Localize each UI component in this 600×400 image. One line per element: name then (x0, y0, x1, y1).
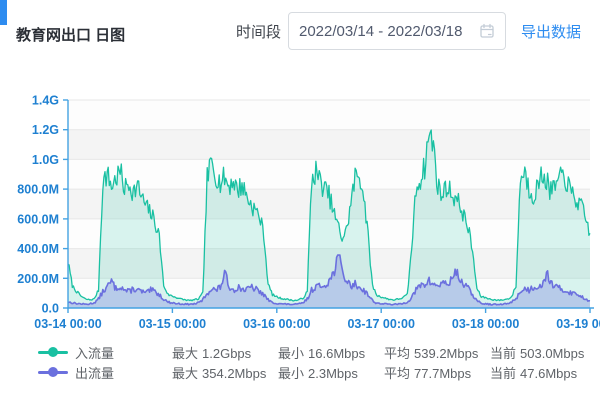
y-axis-label: 600.0M (17, 212, 59, 226)
x-axis-label: 03-17 00:00 (347, 317, 414, 331)
calendar-icon (479, 23, 495, 39)
outbound-current-stat: 当前 47.6Mbps (490, 365, 578, 381)
outbound-max-stat: 最大 354.2Mbps (172, 365, 267, 381)
inbound-series-name[interactable]: 入流量 (75, 345, 115, 361)
inbound-min-stat: 最小 16.6Mbps (278, 345, 366, 361)
inbound-avg-stat: 平均 539.2Mbps (384, 345, 479, 361)
y-axis-label: 200.0M (17, 272, 59, 286)
x-axis-label: 03-15 00:00 (139, 317, 206, 331)
inbound-series-area (68, 130, 590, 308)
page-title: 教育网出口 日图 (16, 27, 126, 44)
legend-row-inbound: 入流量 最大 1.2Gbps 最小 16.6Mbps 平均 539.2Mbps 当前 5… (0, 342, 600, 362)
inbound-series-line (67, 129, 591, 302)
inbound-series-marker-icon[interactable] (38, 346, 68, 358)
y-axis-label: 400.0M (17, 242, 59, 256)
plot-band (68, 129, 590, 160)
outbound-min-stat: 最小 2.3Mbps (278, 365, 358, 381)
y-axis-label: 1.2G (32, 123, 59, 137)
title-accent-bar (0, 0, 7, 25)
y-axis-label: 0.0 (42, 302, 59, 316)
inbound-max-stat: 最大 1.2Gbps (172, 345, 252, 361)
x-axis-label: 03-19 00:00 (556, 317, 600, 331)
time-range-label: 时间段 (236, 23, 282, 41)
outbound-avg-stat: 平均 77.7Mbps (384, 365, 472, 381)
outbound-series-name[interactable]: 出流量 (75, 365, 115, 381)
y-axis-label: 800.0M (17, 183, 59, 197)
x-axis-label: 03-14 00:00 (34, 317, 101, 331)
y-axis-label: 1.0G (32, 153, 59, 167)
date-range-value: 2022/03/14 - 2022/03/18 (299, 22, 463, 40)
inbound-current-stat: 当前 503.0Mbps (490, 345, 585, 361)
chart-legend: 入流量 最大 1.2Gbps 最小 16.6Mbps 平均 539.2Mbps 当前 5… (0, 342, 600, 382)
export-data-button[interactable]: 导出数据 (521, 23, 582, 41)
legend-row-outbound: 出流量 最大 354.2Mbps 最小 2.3Mbps 平均 77.7Mbps 当前 4… (0, 362, 600, 382)
plot-band (68, 100, 590, 130)
x-axis-label: 03-18 00:00 (452, 317, 519, 331)
plot-band (68, 159, 590, 190)
plot-band (68, 248, 590, 279)
outbound-series-line (67, 254, 591, 306)
outbound-series-marker-icon[interactable] (38, 366, 68, 378)
traffic-chart-svg[interactable]: 1.4G1.2G1.0G800.0M600.0M400.0M200.0M0.00… (0, 86, 600, 338)
x-axis-label: 03-16 00:00 (243, 317, 310, 331)
date-range-picker[interactable]: 2022/03/14 - 2022/03/18 (288, 12, 506, 50)
traffic-chart[interactable]: 1.4G 1.2G 1.0G 800.0M 600.0M 400.0M 200.0M 0.0 0… (0, 86, 600, 338)
y-axis-label: 1.4G (32, 94, 59, 108)
